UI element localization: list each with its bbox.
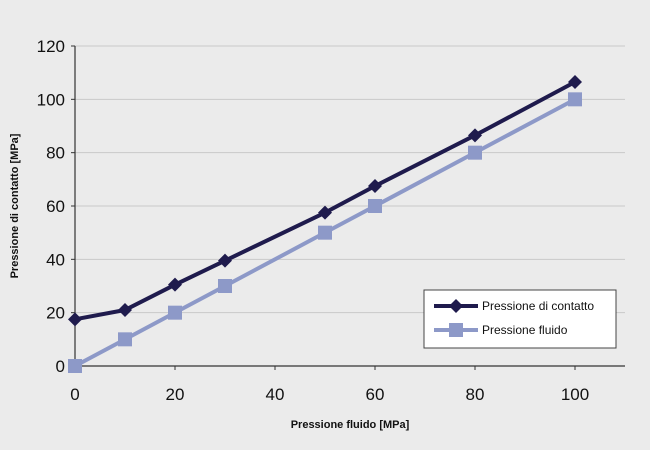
y-tick-label: 120 [37, 37, 65, 56]
data-point [168, 277, 182, 292]
series-line [74, 97, 576, 368]
data-point [368, 179, 382, 193]
data-point [118, 332, 132, 347]
series-line [74, 80, 576, 322]
tick-labels: 0 20 40 60 80 100 120 0 20 40 60 80 100 [37, 37, 590, 404]
x-tick-label: 0 [70, 385, 79, 404]
legend: Pressione di contatto Pressione fluido [423, 289, 617, 349]
data-point [68, 312, 82, 327]
data-point [68, 359, 82, 373]
x-axis-title: Pressione fluido [MPa] [291, 419, 410, 431]
x-tick-label: 60 [366, 385, 385, 404]
y-tick-label: 0 [56, 357, 65, 376]
series-square [68, 92, 582, 373]
legend-marker [449, 299, 463, 313]
x-tick-label: 80 [466, 385, 485, 404]
data-point [218, 279, 232, 293]
series-group [68, 75, 582, 373]
data-point [218, 253, 232, 268]
data-point [468, 128, 482, 143]
y-tick-label: 20 [46, 304, 65, 323]
x-tick-label: 20 [166, 385, 185, 404]
data-point [318, 205, 332, 220]
x-tick-label: 100 [561, 385, 589, 404]
data-point [368, 199, 382, 213]
legend-marker [449, 323, 463, 337]
data-point [468, 145, 482, 160]
y-tick-label: 100 [37, 90, 65, 109]
legend-label: Pressione di contatto [482, 299, 594, 313]
x-tick-label: 40 [266, 385, 285, 404]
y-tick-label: 80 [46, 144, 65, 163]
y-tick-label: 60 [46, 197, 65, 216]
data-point [118, 303, 132, 317]
data-point [568, 92, 582, 107]
y-axis-title: Pressione di contatto [MPa] [9, 133, 21, 278]
legend-label: Pressione fluido [482, 323, 568, 337]
y-tick-label: 40 [46, 250, 65, 269]
data-point [168, 305, 182, 320]
data-point [318, 225, 332, 240]
series-diamond [68, 75, 582, 327]
data-point [568, 75, 582, 89]
